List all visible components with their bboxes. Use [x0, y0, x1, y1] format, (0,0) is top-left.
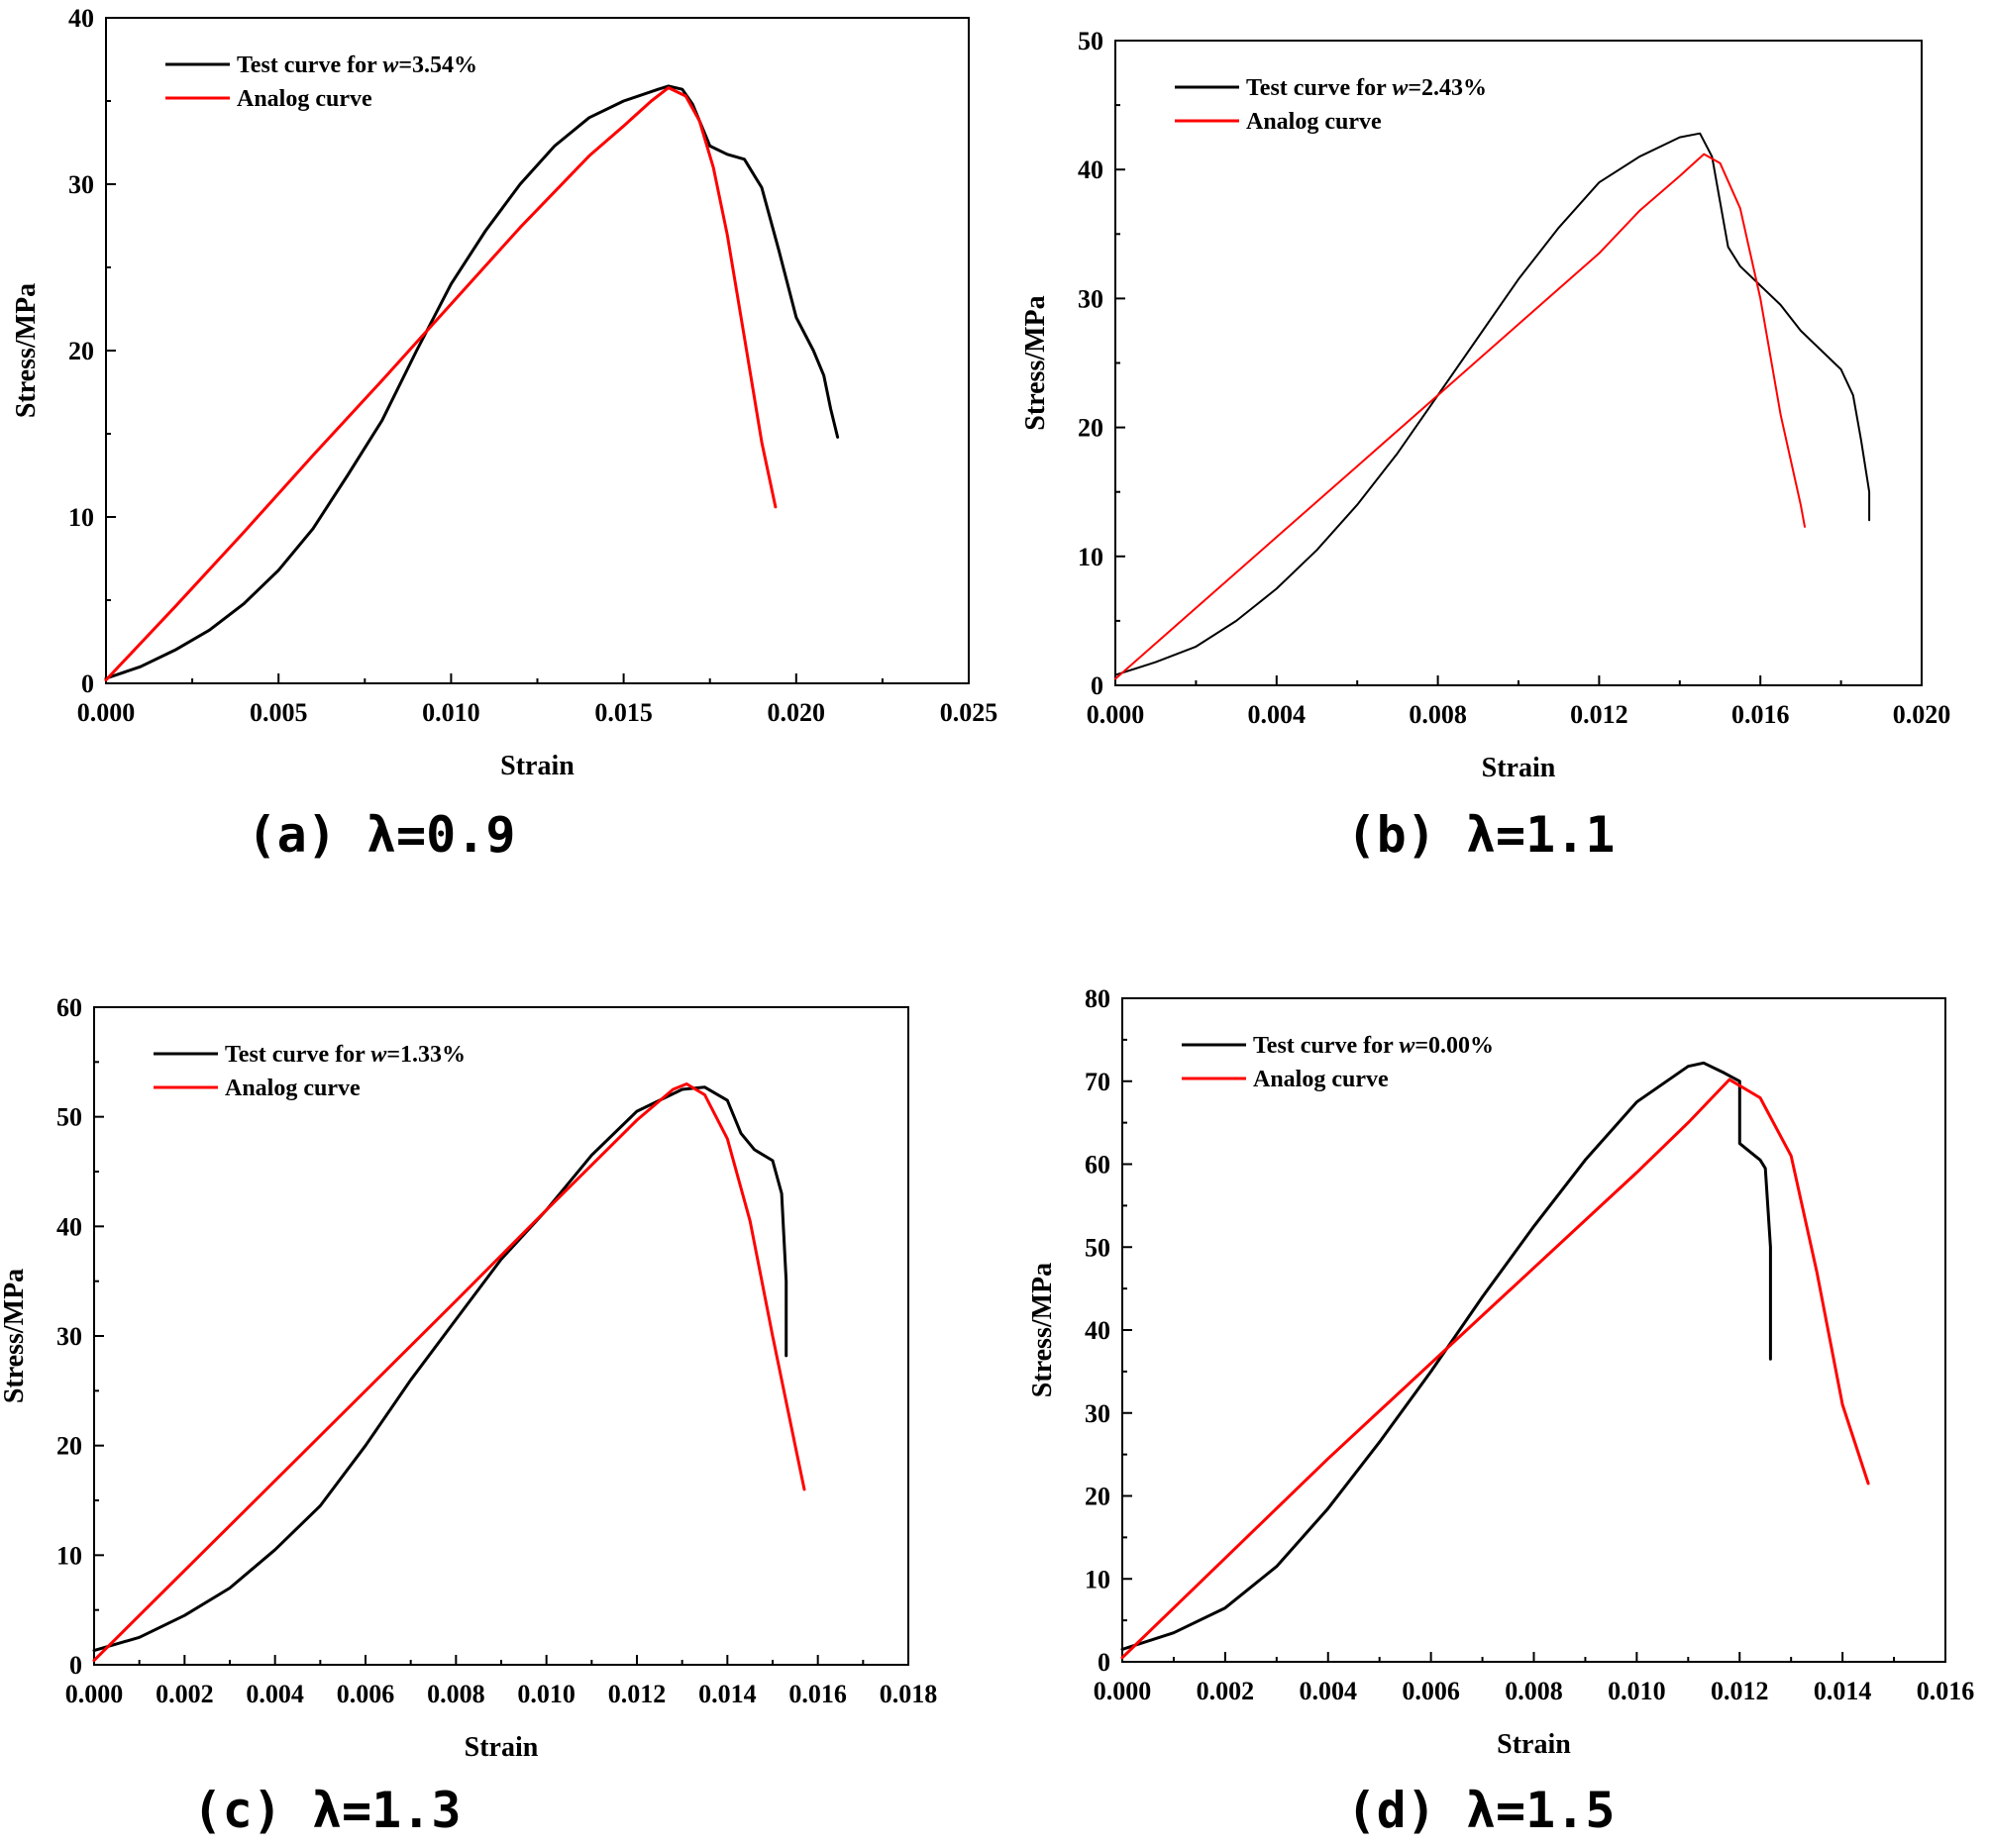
- test-curve-line: [1114, 132, 1871, 676]
- y-tick-label: 0: [69, 1651, 82, 1680]
- x-tick-label: 0.014: [698, 1680, 757, 1708]
- x-tick-label: 0.020: [1893, 700, 1951, 729]
- y-tick-label: 40: [1078, 155, 1103, 184]
- x-axis-title: Strain: [500, 751, 575, 781]
- x-tick-label: 0.000: [65, 1680, 124, 1708]
- y-axis-title: Stress/MPa: [0, 1269, 30, 1403]
- legend-label: Analog curve: [1246, 109, 1382, 135]
- x-tick-label: 0.008: [1505, 1677, 1563, 1705]
- x-tick-label: 0.004: [1248, 700, 1307, 729]
- plot-frame: [1121, 997, 1946, 1663]
- x-tick-label: 0.012: [1570, 700, 1628, 729]
- y-tick-label: 0: [1091, 671, 1103, 700]
- y-tick-label: 10: [56, 1541, 82, 1570]
- y-tick-label: 50: [1085, 1233, 1110, 1262]
- y-tick-label: 20: [1085, 1483, 1110, 1511]
- legend-label: Analog curve: [225, 1076, 361, 1101]
- y-tick-label: 0: [81, 669, 94, 698]
- chart-panel-2: 0.000 0.002 0.004 0.006 0.008 0.010 0.012 0.014…: [0, 993, 937, 1839]
- x-tick-label: 0.004: [1300, 1677, 1358, 1705]
- y-axis-title: Stress/MPa: [11, 283, 42, 418]
- y-tick-label: 20: [1078, 414, 1103, 443]
- x-tick-label: 0.000: [1087, 700, 1145, 729]
- y-tick-label: 50: [56, 1103, 82, 1132]
- x-tick-label: 0.005: [250, 698, 308, 727]
- y-tick-label: 30: [56, 1322, 82, 1351]
- x-tick-label: 0.008: [427, 1680, 485, 1708]
- y-tick-label: 0: [1098, 1648, 1110, 1677]
- legend-label: Test curve for w=0.00%: [1253, 1033, 1494, 1059]
- x-tick-label: 0.002: [156, 1680, 214, 1708]
- panel-caption: (d) λ=1.5: [1347, 1782, 1616, 1839]
- panel-caption: (c) λ=1.3: [193, 1782, 462, 1839]
- y-axis-title: Stress/MPa: [1020, 295, 1051, 430]
- analog-curve-line: [1120, 1078, 1870, 1660]
- legend-label: Test curve for w=1.33%: [225, 1042, 466, 1068]
- x-tick-label: 0.012: [608, 1680, 667, 1708]
- test-curve-line: [104, 84, 840, 680]
- test-curve-line: [92, 1085, 788, 1653]
- x-tick-label: 0.015: [594, 698, 653, 727]
- y-tick-label: 20: [68, 337, 94, 365]
- y-tick-label: 30: [1078, 284, 1103, 313]
- x-tick-label: 0.016: [1731, 700, 1790, 729]
- x-tick-label: 0.008: [1409, 700, 1467, 729]
- x-tick-label: 0.018: [880, 1680, 938, 1708]
- y-tick-label: 60: [1085, 1151, 1110, 1180]
- y-tick-label: 50: [1078, 27, 1103, 55]
- y-tick-label: 70: [1085, 1068, 1110, 1096]
- legend-label: Analog curve: [1253, 1067, 1389, 1092]
- y-tick-label: 20: [56, 1432, 82, 1461]
- y-tick-label: 30: [1085, 1399, 1110, 1428]
- chart-panel-0: 0.000 0.005 0.010 0.015 0.020 0.025 0 10 20 30 40 S…: [11, 4, 997, 864]
- x-tick-label: 0.010: [1608, 1677, 1666, 1705]
- analog-curve-line: [92, 1082, 806, 1663]
- x-axis-title: Strain: [1482, 753, 1556, 783]
- x-tick-label: 0.016: [1917, 1677, 1975, 1705]
- legend-label: Test curve for w=3.54%: [237, 52, 477, 78]
- x-tick-label: 0.006: [337, 1680, 395, 1708]
- legend-label: Analog curve: [237, 86, 372, 112]
- y-axis-title: Stress/MPa: [1027, 1263, 1058, 1397]
- x-tick-label: 0.000: [1094, 1677, 1152, 1705]
- x-axis-title: Strain: [465, 1732, 539, 1763]
- chart-panel-1: 0.000 0.004 0.008 0.012 0.016 0.020 0 10 20 30 40 5…: [1020, 27, 1950, 864]
- x-tick-label: 0.012: [1711, 1677, 1769, 1705]
- x-tick-label: 0.010: [422, 698, 480, 727]
- y-tick-label: 30: [68, 170, 94, 199]
- y-tick-label: 40: [56, 1212, 82, 1241]
- x-tick-label: 0.025: [940, 698, 998, 727]
- test-curve-line: [1120, 1061, 1772, 1651]
- y-tick-label: 10: [1078, 543, 1103, 571]
- x-tick-label: 0.004: [246, 1680, 304, 1708]
- panel-caption: (a) λ=0.9: [248, 806, 516, 864]
- x-tick-label: 0.020: [768, 698, 826, 727]
- x-axis-title: Strain: [1497, 1729, 1571, 1760]
- analog-curve-line: [1114, 153, 1806, 680]
- legend-label: Test curve for w=2.43%: [1246, 75, 1487, 101]
- x-tick-label: 0.010: [517, 1680, 576, 1708]
- y-tick-label: 80: [1085, 984, 1110, 1013]
- y-tick-label: 10: [1085, 1565, 1110, 1593]
- plot-frame: [105, 17, 970, 684]
- analog-curve-line: [104, 86, 778, 682]
- y-tick-label: 40: [1085, 1316, 1110, 1345]
- plot-frame: [1114, 40, 1923, 686]
- chart-panel-3: 0.000 0.002 0.004 0.006 0.008 0.010 0.012 0.014…: [1027, 984, 1974, 1839]
- x-tick-label: 0.002: [1197, 1677, 1255, 1705]
- panel-caption: (b) λ=1.1: [1347, 806, 1616, 864]
- x-tick-label: 0.014: [1814, 1677, 1872, 1705]
- x-tick-label: 0.000: [77, 698, 136, 727]
- x-tick-label: 0.006: [1402, 1677, 1460, 1705]
- y-tick-label: 60: [56, 993, 82, 1022]
- x-tick-label: 0.016: [788, 1680, 847, 1708]
- y-tick-label: 10: [68, 503, 94, 532]
- y-tick-label: 40: [68, 4, 94, 33]
